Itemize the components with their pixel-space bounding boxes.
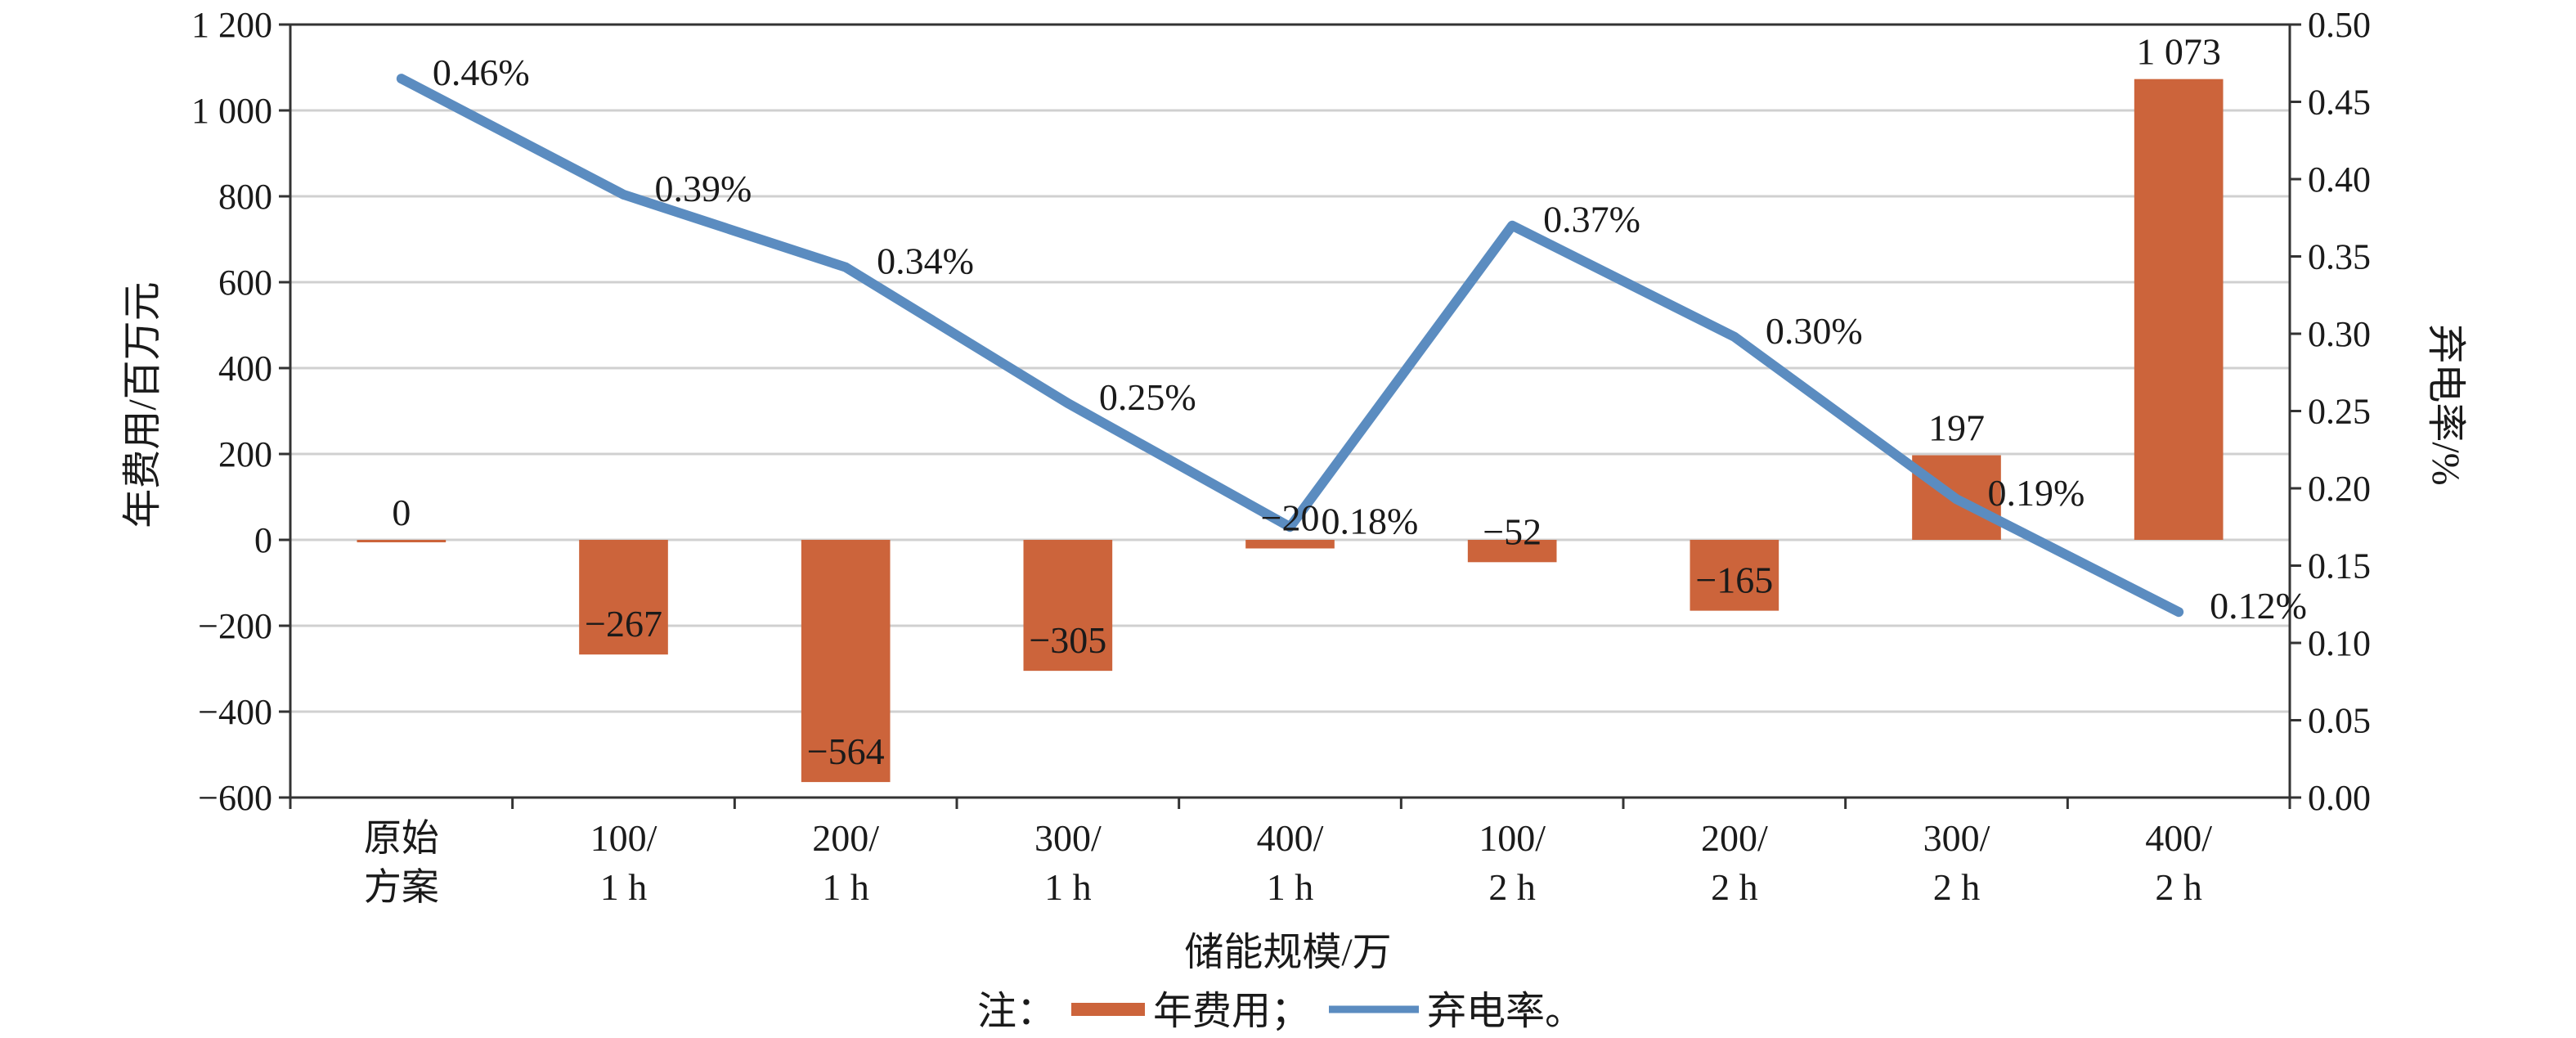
y-left-tick-label: 0 — [254, 520, 272, 560]
legend-swatch-bar — [1071, 1003, 1145, 1016]
legend-label-line: 弃电率。 — [1427, 990, 1584, 1033]
y-left-tick-label: 200 — [218, 434, 272, 474]
bar-series — [357, 79, 2224, 783]
y-left-tick-label: 1 000 — [191, 91, 272, 131]
x-tick-label: 方案 — [364, 866, 439, 908]
y-right-tick-label: 0.20 — [2308, 469, 2371, 509]
y-left-tick-label: 1 200 — [191, 5, 272, 45]
line-series — [396, 74, 2184, 618]
y-right-tick-label: 0.00 — [2308, 778, 2371, 818]
line-value-label: 0.46% — [433, 52, 530, 93]
x-tick-label: 100/ — [590, 817, 657, 859]
line-value-label: 0.34% — [877, 240, 974, 282]
line-point — [2177, 610, 2181, 614]
y-right-tick-label: 0.45 — [2308, 83, 2371, 123]
line-point — [844, 265, 848, 269]
line-point — [1732, 335, 1736, 339]
x-axis-title: 储能规模/万 — [1184, 931, 1391, 974]
y-right-tick-label: 0.15 — [2308, 546, 2371, 586]
x-tick-label: 200/ — [812, 817, 879, 859]
y-axis-right-title: 弃电率/% — [2424, 324, 2467, 485]
bar-value-label: −165 — [1695, 559, 1773, 601]
line-value-label: 0.25% — [1099, 376, 1196, 418]
x-tick-label: 300/ — [1034, 817, 1102, 859]
x-tick-label: 100/ — [1479, 817, 1546, 859]
bar-value-label: −20 — [1261, 497, 1320, 539]
bar-value-label: −305 — [1029, 619, 1106, 661]
x-tick-label: 400/ — [1257, 817, 1324, 859]
y-left-tick-label: −400 — [198, 692, 272, 732]
line-point — [399, 77, 403, 81]
y-right-tick-label: 0.10 — [2308, 623, 2371, 663]
legend-label-bar: 年费用； — [1153, 990, 1310, 1033]
bar-value-label: 197 — [1928, 407, 1985, 449]
line-point — [1954, 497, 1959, 501]
x-tick-label: 2 h — [1933, 866, 1981, 908]
bar-value-label: −52 — [1483, 510, 1542, 552]
bar — [1690, 540, 1779, 611]
y-left-tick-label: −600 — [198, 778, 272, 818]
bar-value-label: 0 — [392, 492, 411, 533]
legend-prefix: 注： — [977, 990, 1056, 1033]
y-right-tick-label: 0.25 — [2308, 392, 2371, 432]
bar — [1245, 540, 1335, 549]
y-right-tick-label: 0.35 — [2308, 237, 2371, 277]
y-left-tick-label: 400 — [218, 348, 272, 389]
bar — [1467, 540, 1557, 563]
x-tick-label: 2 h — [1711, 866, 1758, 908]
bar — [1023, 540, 1113, 672]
bar-value-label: −267 — [585, 603, 662, 645]
y-right-tick-label: 0.05 — [2308, 701, 2371, 741]
line-point — [622, 192, 626, 196]
y-right-tick-label: 0.40 — [2308, 160, 2371, 200]
line-value-label: 0.12% — [2210, 585, 2307, 627]
line-point — [1288, 525, 1292, 529]
line-value-label: 0.18% — [1322, 500, 1419, 541]
bar-value-label: 1 073 — [2136, 31, 2221, 73]
y-right-tick-label: 0.50 — [2308, 5, 2371, 45]
bar — [579, 540, 668, 655]
bar-value-label: −564 — [807, 730, 885, 772]
bar — [357, 540, 447, 542]
x-tick-label: 1 h — [1044, 866, 1092, 908]
line-point — [1066, 402, 1070, 406]
line-value-label: 0.37% — [1543, 199, 1640, 240]
bar — [2134, 79, 2224, 541]
y-left-tick-label: 600 — [218, 263, 272, 303]
x-tick-label: 1 h — [600, 866, 648, 908]
x-tick-label: 2 h — [1488, 866, 1536, 908]
bar — [801, 540, 891, 783]
y-right-tick-label: 0.30 — [2308, 314, 2371, 354]
y-left-tick-label: −200 — [198, 606, 272, 646]
x-tick-label: 1 h — [822, 866, 869, 908]
data-labels: 0 −267 −564 −305 −20 −52 −165 197 1 073 0.46% 0.39… — [392, 31, 2307, 772]
line-value-label: 0.39% — [655, 168, 752, 209]
x-tick-label: 原始 — [364, 817, 439, 859]
x-tick-label: 2 h — [2155, 866, 2202, 908]
x-tick-label: 400/ — [2145, 817, 2212, 859]
line-point — [1510, 223, 1515, 227]
line-value-label: 0.19% — [1988, 472, 2085, 514]
x-tick-label: 1 h — [1267, 866, 1314, 908]
legend: 注： 年费用； 弃电率。 — [977, 990, 1584, 1033]
y-axis-left-title: 年费用/百万元 — [121, 281, 164, 528]
x-tick-label: 300/ — [1923, 817, 1990, 859]
y-left-tick-label: 800 — [218, 177, 272, 217]
x-tick-label: 200/ — [1701, 817, 1768, 859]
line-value-label: 0.30% — [1766, 310, 1863, 352]
